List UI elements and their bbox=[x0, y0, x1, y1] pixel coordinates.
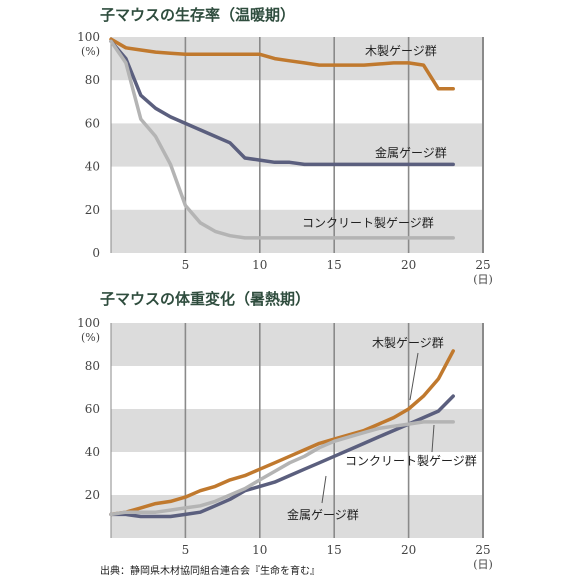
x-axis-unit: (日) bbox=[473, 558, 493, 571]
y-tick-label: 100 bbox=[77, 316, 100, 330]
y-tick-label: 40 bbox=[85, 445, 100, 459]
series-line-concrete bbox=[109, 39, 455, 240]
grid-band-0 bbox=[111, 323, 483, 366]
label-leader-wood bbox=[409, 352, 419, 401]
source-note: 出典：静岡県木材協同組合連合会『生命を育む』 bbox=[100, 566, 320, 577]
x-tick-label: 25 bbox=[475, 258, 490, 272]
y-tick-label: 100 bbox=[77, 30, 100, 44]
y-tick-label: 20 bbox=[85, 488, 100, 502]
grid-band-0 bbox=[111, 37, 483, 81]
series-line-concrete bbox=[109, 420, 455, 517]
series-label-wood: 木製ゲージ群 bbox=[372, 336, 444, 350]
series-label-concrete: コンクリート製ゲージ群 bbox=[345, 454, 477, 468]
label-leader-concrete bbox=[431, 424, 435, 453]
series-label-concrete: コンクリート製ゲージ群 bbox=[302, 216, 434, 230]
chart-title-weight: 子マウスの体重変化（暑熱期） bbox=[100, 290, 311, 308]
series-label-wood: 木製ゲージ群 bbox=[365, 44, 437, 58]
y-tick-label: 80 bbox=[85, 359, 100, 373]
x-tick-label: 20 bbox=[401, 543, 416, 557]
series-label-metal: 金属ゲージ群 bbox=[287, 507, 359, 522]
x-tick-label: 20 bbox=[401, 258, 416, 272]
series-line-metal bbox=[109, 39, 455, 167]
label-leader-metal bbox=[321, 475, 327, 504]
series-line-wood bbox=[109, 37, 455, 91]
chart-title-survival: 子マウスの生存率（温暖期） bbox=[100, 6, 296, 24]
x-tick-label: 5 bbox=[182, 543, 190, 557]
x-tick-label: 15 bbox=[327, 543, 342, 557]
series-label-metal: 金属ゲージ群 bbox=[375, 145, 447, 160]
y-tick-label: 80 bbox=[85, 73, 100, 87]
x-tick-label: 25 bbox=[475, 543, 490, 557]
y-tick-label: 0 bbox=[92, 246, 100, 260]
x-tick-label: 5 bbox=[182, 258, 190, 272]
series-line-wood bbox=[109, 349, 455, 517]
y-tick-label: 60 bbox=[85, 402, 100, 416]
y-tick-label: 40 bbox=[85, 160, 100, 174]
y-tick-label: 60 bbox=[85, 116, 100, 130]
y-tick-label: 20 bbox=[85, 203, 100, 217]
y-axis-unit: (%) bbox=[81, 45, 100, 58]
survival-chart: 0 20 40 60 80 100(%) 5 10 15 20 25(日) 木製ゲージ群金属ゲージ群コ… bbox=[77, 30, 493, 286]
y-axis-unit: (%) bbox=[81, 331, 100, 344]
grid-band-1 bbox=[111, 409, 483, 452]
x-tick-label: 10 bbox=[252, 258, 267, 272]
x-tick-label: 15 bbox=[327, 258, 342, 272]
grid-band-1 bbox=[111, 123, 483, 167]
x-tick-label: 10 bbox=[252, 543, 267, 557]
x-axis-unit: (日) bbox=[473, 273, 493, 286]
grid-band-2 bbox=[111, 209, 483, 253]
series-line-metal bbox=[109, 394, 455, 519]
